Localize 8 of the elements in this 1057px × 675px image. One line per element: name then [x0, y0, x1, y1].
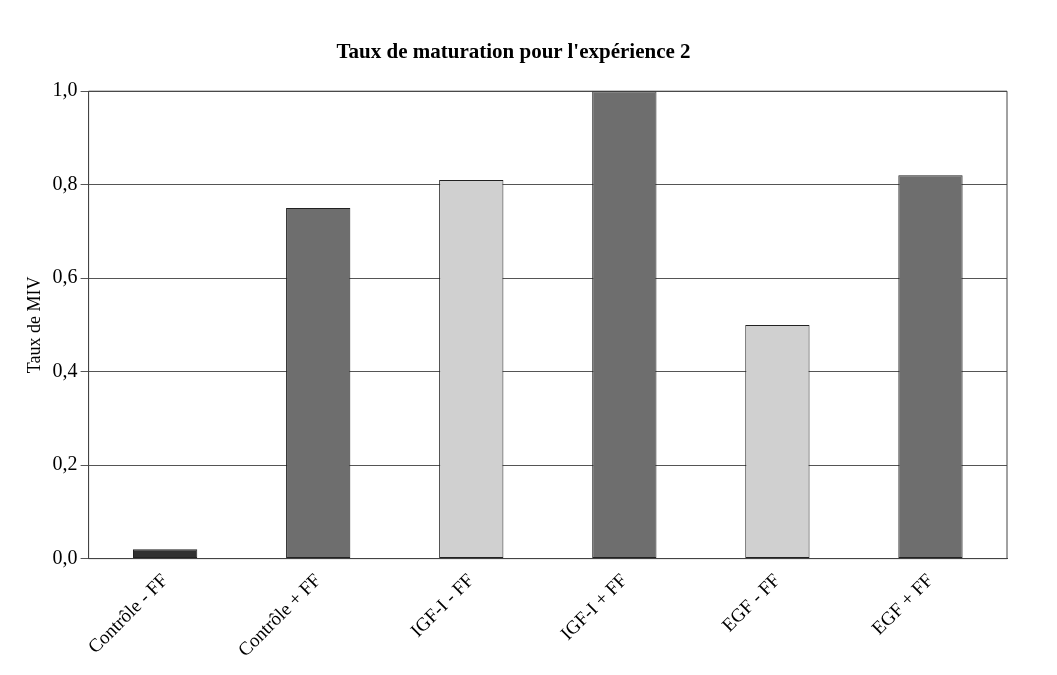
y-tick-label: 0,8: [52, 171, 78, 194]
chart-title: Taux de maturation pour l'expérience 2: [336, 39, 691, 64]
y-tick-label: 0,6: [52, 265, 78, 288]
y-tick-label: 0,2: [52, 452, 78, 475]
y-tick-label: 0,4: [52, 358, 78, 381]
y-tick-label: 0,0: [52, 545, 78, 568]
y-axis-title: Taux de MIV: [23, 276, 44, 374]
y-tick-label: 1,0: [52, 78, 78, 101]
